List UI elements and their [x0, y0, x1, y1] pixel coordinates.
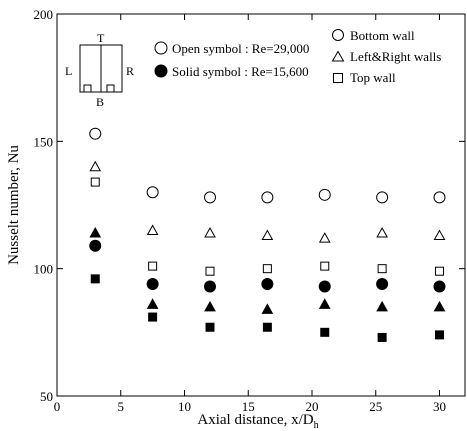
left-right-walls-re29000-point	[261, 229, 274, 241]
top-wall-re15600-point	[205, 322, 215, 332]
top-wall-re15600-point	[435, 330, 444, 340]
x-tick-label: 20	[306, 399, 319, 414]
left-right-walls-re29000-point	[433, 229, 446, 241]
bottom-wall-re29000-point	[261, 191, 274, 204]
top-wall-re15600-point	[262, 322, 272, 332]
data-points	[89, 127, 446, 342]
bottom-wall-re29000-point	[433, 191, 446, 204]
legend-side-walls-marker	[331, 50, 345, 62]
x-axis-title-subscript: h	[314, 420, 319, 431]
bottom-wall-re15600-point	[433, 280, 446, 293]
left-right-walls-re29000-point	[146, 224, 159, 235]
top-wall-re29000-point	[205, 266, 215, 276]
x-tick-label: 0	[54, 399, 61, 414]
top-wall-re29000-point	[148, 261, 158, 271]
top-wall-re29000-point	[377, 264, 387, 274]
legend-open-symbol-text: Open symbol : Re=29,000	[172, 41, 309, 56]
top-wall-re15600-point	[148, 312, 158, 322]
duct-rib-right	[106, 84, 115, 93]
plot-area-frame	[56, 13, 466, 397]
reynolds-legend: Open symbol : Re=29,000 Solid symbol : R…	[154, 41, 309, 79]
x-tick-label: 5	[118, 399, 125, 414]
legend-solid-symbol-text: Solid symbol : Re=15,600	[172, 64, 309, 79]
top-wall-re29000-point	[90, 177, 100, 187]
duct-cross-section-inset: T L R B	[65, 31, 134, 109]
x-tick-label: 10	[178, 399, 191, 414]
left-right-walls-re29000-point	[204, 226, 216, 238]
left-right-walls-re15600-point	[318, 298, 331, 309]
y-tick-label: 50	[40, 389, 53, 404]
axis-ticks: 0 5 10 15 20 25 30 50 100 150 200	[34, 7, 465, 414]
top-wall-re29000-point	[320, 261, 330, 271]
wall-legend: Bottom wall Left&Right walls Top wall	[331, 28, 441, 85]
x-tick-label: 25	[369, 399, 382, 414]
y-tick-label: 200	[34, 7, 54, 22]
bottom-wall-re15600-point	[146, 277, 159, 290]
top-wall-re15600-point	[377, 332, 387, 342]
duct-rib-left	[83, 84, 92, 93]
left-right-walls-re15600-point	[261, 303, 274, 314]
bottom-wall-re29000-point	[146, 186, 159, 199]
bottom-wall-re15600-point	[89, 239, 102, 252]
x-tick-label: 30	[433, 399, 446, 414]
left-right-walls-re15600-point	[146, 298, 159, 309]
top-wall-re29000-point	[435, 266, 444, 276]
left-right-walls-re15600-point	[204, 300, 216, 312]
inset-label-bottom: B	[96, 95, 104, 109]
left-right-walls-re15600-point	[433, 300, 446, 312]
bottom-wall-re29000-point	[89, 127, 102, 140]
left-right-walls-re15600-point	[376, 300, 388, 312]
top-wall-re15600-point	[320, 327, 330, 337]
left-right-walls-re29000-point	[89, 160, 102, 172]
top-wall-re15600-point	[90, 274, 100, 284]
bottom-wall-re15600-point	[376, 277, 389, 290]
left-right-walls-re29000-point	[376, 226, 388, 238]
bottom-wall-re15600-point	[318, 280, 331, 293]
x-axis-title: Axial distance, x/Dh	[197, 412, 318, 431]
y-tick-label: 100	[34, 262, 54, 277]
top-wall-re29000-point	[262, 264, 272, 274]
y-axis-title: Nusselt number, Nu	[6, 145, 22, 265]
inset-label-left: L	[65, 64, 72, 78]
legend-top-wall-text: Top wall	[350, 70, 396, 85]
legend-bottom-wall-marker	[332, 29, 344, 41]
inset-label-top: T	[97, 31, 105, 45]
left-right-walls-re29000-point	[318, 232, 331, 243]
bottom-wall-re29000-point	[204, 191, 216, 204]
bottom-wall-re15600-point	[204, 280, 216, 293]
bottom-wall-re29000-point	[318, 188, 331, 201]
x-tick-label: 15	[242, 399, 255, 414]
legend-open-circle-marker	[154, 41, 168, 55]
legend-solid-circle-marker	[154, 64, 168, 78]
bottom-wall-re15600-point	[261, 277, 274, 290]
legend-side-walls-text: Left&Right walls	[350, 49, 441, 64]
legend-top-wall-marker	[333, 73, 343, 83]
y-tick-label: 150	[34, 134, 54, 149]
left-right-walls-re15600-point	[89, 226, 102, 238]
legend-bottom-wall-text: Bottom wall	[350, 28, 415, 43]
bottom-wall-re29000-point	[376, 191, 389, 204]
inset-label-right: R	[126, 64, 134, 78]
